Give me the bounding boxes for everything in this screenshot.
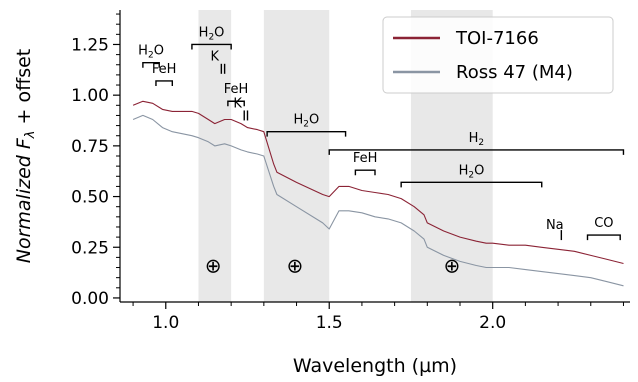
y-tick-label-0: 0.00 [71, 289, 109, 309]
legend-label-1: Ross 47 (M4) [456, 62, 573, 83]
legend: TOI-7166 Ross 47 (M4) [382, 16, 614, 94]
annotation-label-9: H2O [459, 163, 485, 180]
shaded-region-0 [198, 10, 232, 302]
y-tick-label-5: 1.25 [71, 35, 109, 55]
annotation-bracket-7 [328, 149, 625, 155]
annotation-bracket-1 [155, 80, 174, 86]
series-line-1 [132, 114, 624, 287]
x-axis-label: Wavelength (µm) [293, 355, 457, 377]
annotation-label-1: FeH [152, 62, 177, 77]
annotation-bracket-2 [191, 43, 232, 50]
y-axis-label-tail: + offset [13, 49, 35, 131]
annotation-bracket-4 [227, 100, 245, 107]
x-tick-label-0: 1.0 [152, 313, 179, 333]
telluric-symbol-2: ⊕ [443, 254, 460, 278]
y-tick-label-1: 0.25 [71, 238, 109, 258]
y-axis-label-sub: λ [23, 131, 38, 140]
annotation-label-7: H2 [469, 131, 485, 148]
telluric-symbols: ⊕ ⊕ ⊕ [205, 254, 460, 278]
legend-label-0: TOI-7166 [455, 28, 539, 49]
annotation-label-2: H2O [199, 25, 225, 42]
axes: 0.00 0.25 0.50 0.75 1.00 1.25 1.0 1.5 2.0 [71, 10, 630, 333]
y-axis-label-main: Normalized F [13, 137, 35, 263]
x-ticks: 1.0 1.5 2.0 [132, 302, 624, 333]
annotation-label-8: FeH [353, 151, 378, 166]
x-tick-label-2: 2.0 [479, 313, 506, 333]
annotation-label-5: K [233, 96, 242, 111]
annotation-label-4: FeH [224, 82, 249, 97]
telluric-symbol-1: ⊕ [287, 254, 304, 278]
annotation-bracket-11 [586, 234, 621, 241]
annotation-bracket-0 [142, 62, 160, 68]
legend-box [382, 16, 614, 94]
series-line-0 [132, 100, 624, 265]
annotation-label-11: CO [594, 216, 613, 231]
y-axis-label: Normalized Fλ + offset [13, 49, 38, 264]
y-tick-label-2: 0.50 [71, 188, 109, 208]
annotation-bracket-8 [354, 169, 376, 176]
telluric-symbol-0: ⊕ [205, 254, 222, 278]
y-tick-label-4: 1.00 [71, 86, 109, 106]
annotation-label-3: K [211, 50, 220, 65]
y-ticks: 0.00 0.25 0.50 0.75 1.00 1.25 [71, 13, 120, 309]
x-tick-label-1: 1.5 [316, 313, 343, 333]
annotation-label-6: H2O [293, 113, 319, 130]
annotation-label-0: H2O [138, 44, 164, 61]
y-tick-label-3: 0.75 [71, 137, 109, 157]
annotation-bracket-9 [400, 181, 543, 188]
shaded-region-1 [263, 10, 330, 302]
annotation-label-10: Na [546, 218, 564, 233]
spectra-series [132, 100, 624, 287]
annotation-bracket-6 [266, 130, 347, 137]
